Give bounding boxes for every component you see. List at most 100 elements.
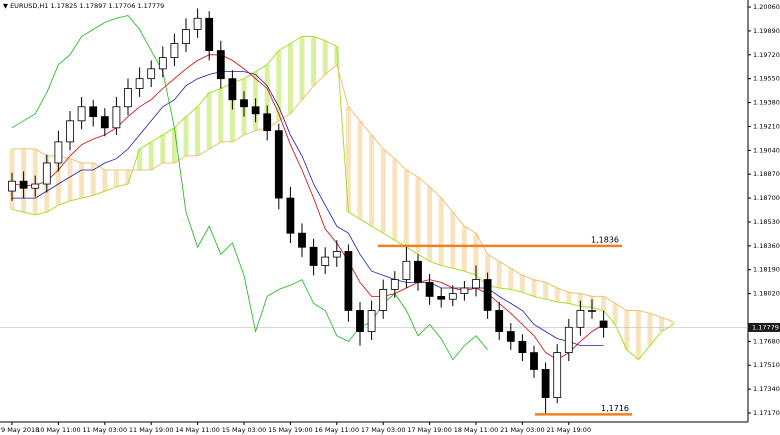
candle-body <box>147 68 156 80</box>
candle-body <box>495 310 504 332</box>
x-tick-label: 21 May 03:00 <box>500 426 545 434</box>
candle-body <box>321 256 330 266</box>
candle-body <box>437 296 446 300</box>
candle-body <box>402 260 411 280</box>
candle-body <box>205 17 214 51</box>
candle-body <box>367 310 376 332</box>
x-tick-label: 16 May 11:00 <box>315 426 360 434</box>
candle-body <box>77 106 86 122</box>
y-tick-label: 1.17340 <box>753 385 780 393</box>
candle-body <box>390 279 399 290</box>
candle-body <box>124 88 132 108</box>
candle-body <box>135 78 144 89</box>
candle-body <box>298 232 306 248</box>
candle-body <box>228 78 237 101</box>
span-a-line <box>11 36 674 361</box>
candle-body <box>240 99 248 108</box>
candle-body <box>112 106 121 129</box>
y-tick-label: 1.17510 <box>753 361 780 369</box>
candle-body <box>356 310 364 332</box>
y-tick-label: 1.20060 <box>753 3 780 11</box>
candle-body <box>414 260 422 283</box>
candle-body <box>274 130 283 199</box>
x-tick-label: 9 May 2018 <box>1 426 39 434</box>
candle-body <box>344 251 353 311</box>
indicator-line <box>12 71 604 346</box>
y-tick-label: 1.19550 <box>753 75 780 83</box>
current-price-tag <box>748 322 780 332</box>
candle-body <box>599 320 608 328</box>
candle-body <box>541 369 550 398</box>
last-open: 1.17825 <box>51 2 78 10</box>
x-tick-label: 15 May 19:00 <box>268 426 313 434</box>
candle-body <box>425 281 434 297</box>
chart-header: ▼ EURUSD,H1 1.17825 1.17897 1.17706 1.17… <box>3 2 164 10</box>
current-price-label: 1.17779 <box>752 323 779 331</box>
candle-body <box>553 352 562 398</box>
last-high: 1.17897 <box>79 2 106 10</box>
x-tick-label: 17 May 19:00 <box>407 426 452 434</box>
candle-body <box>332 251 341 258</box>
plot-area <box>0 8 748 416</box>
y-tick-label: 1.19720 <box>753 51 780 59</box>
y-tick-label: 1.18360 <box>753 242 780 250</box>
candle-body <box>89 106 98 117</box>
candle-body <box>483 279 492 311</box>
indicator-line <box>11 15 488 361</box>
y-tick-label: 1.17170 <box>753 409 780 417</box>
y-tick-label: 1.18020 <box>753 290 780 298</box>
candle-body <box>518 340 527 354</box>
candle-body <box>19 180 28 189</box>
candle-body <box>251 106 260 115</box>
y-tick-label: 1.18530 <box>753 218 780 226</box>
last-close: 1.17779 <box>137 2 164 10</box>
x-tick-label: 17 May 03:00 <box>361 426 406 434</box>
candle-body <box>216 50 225 80</box>
x-tick-label: 15 May 03:00 <box>222 426 267 434</box>
candle-body <box>193 17 202 30</box>
indicator-line <box>11 54 604 361</box>
candle-body <box>8 180 16 192</box>
y-tick-label: 1.18870 <box>753 170 780 178</box>
candle-body <box>564 326 573 354</box>
candle-body <box>182 29 190 44</box>
candle-body <box>286 197 295 234</box>
y-tick-label: 1.19380 <box>753 99 780 107</box>
x-tick-label: 10 May 11:00 <box>36 426 81 434</box>
y-tick-label: 1.19040 <box>753 146 780 154</box>
candle-body <box>530 352 538 370</box>
y-tick-label: 1.19210 <box>753 122 780 130</box>
candle-body <box>460 287 469 295</box>
candle-body <box>158 57 167 70</box>
candle-body <box>54 141 63 164</box>
candle-body <box>170 43 179 58</box>
x-tick-label: 11 May 03:00 <box>83 426 128 434</box>
candle-body <box>588 310 596 312</box>
y-tick-label: 1.19890 <box>753 27 780 35</box>
candle-body <box>379 288 388 311</box>
candle-body <box>100 116 109 129</box>
symbol: EURUSD,H1 <box>10 2 48 10</box>
candle-body <box>448 293 457 300</box>
candle-body <box>31 183 40 189</box>
y-tick-label: 1.18190 <box>753 266 780 274</box>
x-tick-label: 14 May 11:00 <box>175 426 220 434</box>
last-low: 1.17706 <box>108 2 135 10</box>
candle-body <box>66 120 74 143</box>
x-tick-label: 18 May 11:00 <box>454 426 499 434</box>
span-b-line <box>12 63 674 323</box>
level-label: 1,1716 <box>601 404 629 413</box>
candle-body <box>576 310 585 328</box>
candle-body <box>472 279 480 289</box>
level-label: 1,1836 <box>591 235 619 244</box>
candle-body <box>506 331 515 342</box>
candle-body <box>42 162 51 185</box>
candle-body <box>309 246 318 266</box>
x-tick-label: 11 May 19:00 <box>129 426 174 434</box>
y-tick-label: 1.18700 <box>753 194 780 202</box>
x-tick-label: 21 May 19:00 <box>547 426 592 434</box>
candle-body <box>263 113 272 132</box>
y-tick-label: 1.17680 <box>753 337 780 345</box>
